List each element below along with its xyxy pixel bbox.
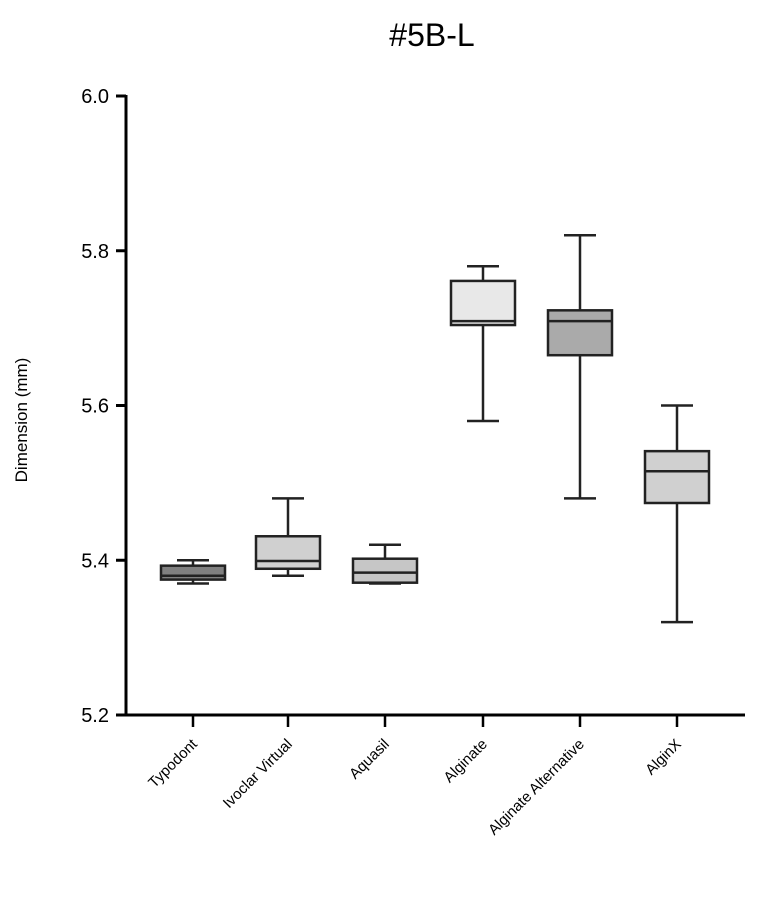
- x-tick-label: Aquasil: [346, 736, 393, 783]
- y-tick-label: 5.6: [81, 396, 109, 418]
- box: [449, 279, 517, 327]
- box: [351, 557, 419, 584]
- x-tick-label: Typodont: [145, 735, 201, 791]
- box: [159, 564, 227, 581]
- y-axis-label: Dimension (mm): [12, 358, 31, 483]
- x-tick-label: Alginate Alternative: [485, 736, 588, 839]
- x-tick-label: Ivoclar Virtual: [220, 736, 296, 812]
- box: [546, 309, 614, 357]
- y-tick-label: 5.4: [81, 550, 109, 572]
- x-tick-label: AlginX: [642, 736, 685, 779]
- x-tick-label: Alginate: [440, 736, 490, 786]
- y-tick-label: 6.0: [81, 86, 109, 108]
- y-tick-label: 5.2: [81, 705, 109, 727]
- box: [254, 535, 322, 571]
- y-tick-label: 5.8: [81, 241, 109, 263]
- chart-title: #5B-L: [389, 17, 474, 53]
- box: [643, 449, 711, 505]
